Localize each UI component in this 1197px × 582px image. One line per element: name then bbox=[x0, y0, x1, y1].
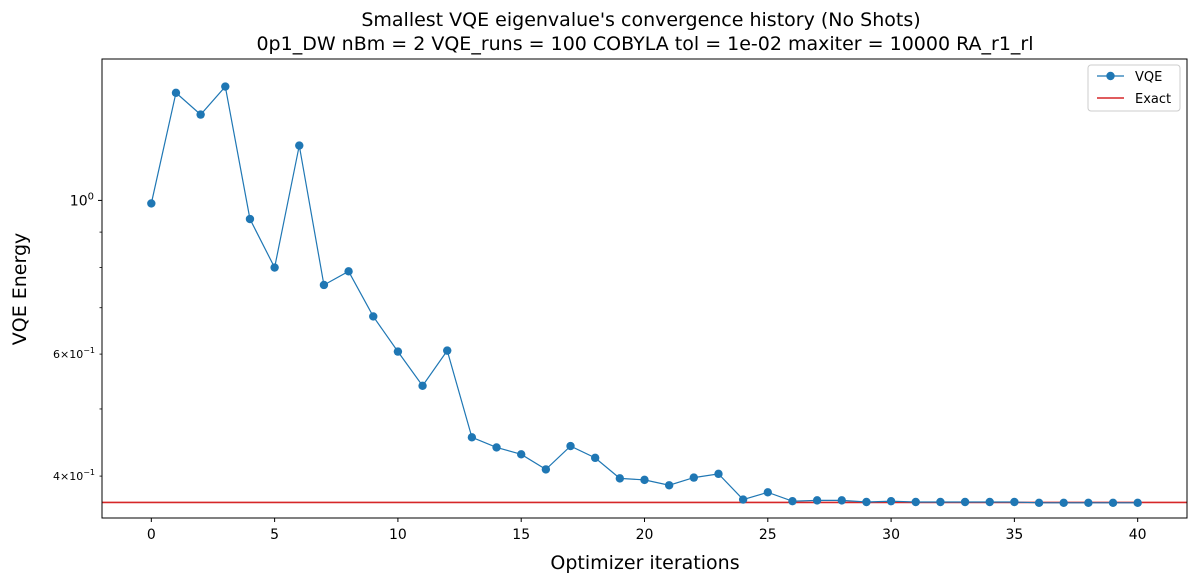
vqe-point bbox=[344, 267, 353, 276]
vqe-point bbox=[270, 263, 279, 272]
y-tick-label: 100 bbox=[70, 191, 94, 209]
x-tick-label: 20 bbox=[636, 527, 654, 543]
vqe-point bbox=[1010, 497, 1019, 507]
vqe-point bbox=[443, 346, 452, 355]
legend-vqe-label: VQE bbox=[1135, 70, 1162, 85]
vqe-point bbox=[147, 199, 156, 208]
legend-exact-label: Exact bbox=[1135, 92, 1171, 107]
vqe-point bbox=[664, 481, 674, 490]
plot-frame bbox=[101, 58, 1188, 519]
vqe-point bbox=[517, 450, 526, 459]
vqe-point bbox=[566, 441, 575, 451]
plot-area bbox=[102, 82, 1187, 508]
vqe-point bbox=[936, 497, 945, 507]
y-tick-label: 6×10−1 bbox=[53, 346, 95, 361]
vqe-point bbox=[985, 497, 994, 507]
vqe-point bbox=[1133, 498, 1142, 508]
vqe-point bbox=[393, 347, 403, 356]
x-axis: 0 5 10 15 20 25 30 35 40 bbox=[147, 518, 1147, 543]
vqe-point bbox=[492, 443, 501, 452]
chart-subtitle: 0p1_DW nBm = 2 VQE_runs = 100 COBYLA tol… bbox=[256, 33, 1033, 55]
x-tick-label: 40 bbox=[1129, 527, 1147, 543]
vqe-point bbox=[763, 488, 772, 497]
vqe-point bbox=[640, 475, 649, 485]
vqe-point bbox=[541, 465, 551, 474]
vqe-point bbox=[171, 88, 181, 97]
legend: VQE Exact bbox=[1087, 64, 1181, 112]
vqe-point bbox=[369, 312, 378, 321]
vqe-point bbox=[738, 495, 748, 504]
y-tick-label: 4×10−1 bbox=[53, 468, 95, 483]
legend-vqe-marker bbox=[1106, 71, 1115, 81]
x-tick-label: 25 bbox=[759, 527, 777, 543]
vqe-point bbox=[1034, 498, 1044, 508]
x-tick-label: 0 bbox=[147, 527, 156, 543]
vqe-point bbox=[1059, 498, 1068, 508]
vqe-point bbox=[615, 474, 625, 483]
vqe-point bbox=[1108, 498, 1118, 508]
y-axis: 100 6×10−1 4×10−1 bbox=[53, 191, 102, 483]
vqe-point bbox=[245, 214, 255, 224]
vqe-point bbox=[319, 280, 329, 290]
x-tick-label: 30 bbox=[882, 527, 900, 543]
vqe-point bbox=[196, 110, 205, 119]
vqe-point bbox=[788, 496, 797, 506]
x-tick-label: 10 bbox=[389, 527, 407, 543]
vqe-point bbox=[862, 497, 871, 507]
vqe-point bbox=[886, 496, 896, 506]
x-tick-label: 5 bbox=[270, 527, 279, 543]
x-tick-label: 15 bbox=[512, 527, 530, 543]
vqe-point bbox=[418, 381, 427, 391]
vqe-point bbox=[812, 496, 822, 505]
x-tick-label: 35 bbox=[1005, 527, 1023, 543]
vqe-point bbox=[837, 496, 846, 505]
y-axis-label: VQE Energy bbox=[9, 233, 31, 346]
vqe-point bbox=[590, 453, 600, 463]
vqe-point bbox=[689, 473, 699, 482]
vqe-point bbox=[714, 469, 723, 479]
vqe-point bbox=[295, 141, 304, 150]
chart-title: Smallest VQE eigenvalue's convergence hi… bbox=[361, 9, 920, 31]
x-axis-label: Optimizer iterations bbox=[550, 552, 739, 574]
vqe-point bbox=[221, 82, 230, 91]
vqe-point bbox=[960, 497, 970, 507]
vqe-point bbox=[467, 433, 477, 442]
vqe-point bbox=[911, 497, 920, 507]
vqe-point bbox=[1084, 498, 1093, 508]
